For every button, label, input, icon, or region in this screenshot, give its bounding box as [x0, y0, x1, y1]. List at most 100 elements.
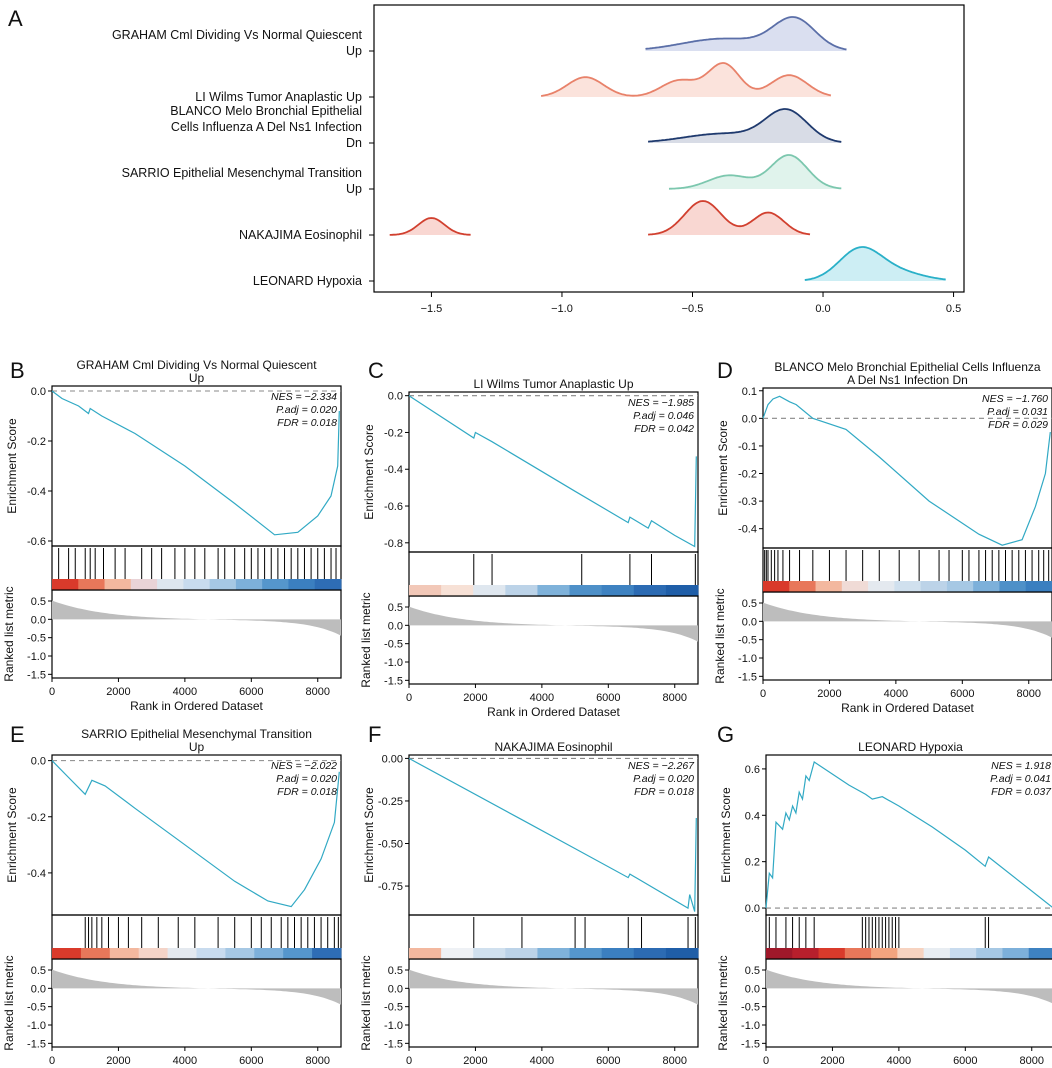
x-tick-label: 4000 [884, 688, 908, 700]
ridge-line [668, 154, 842, 190]
x-tick-label: 8000 [306, 686, 330, 698]
rank-frame [765, 958, 1052, 1048]
heat-cell [505, 585, 538, 596]
es-curve [408, 757, 697, 912]
rank-tick-label: -0.5 [27, 1002, 46, 1014]
x-axis-label: Rank in Ordered Dataset [487, 705, 620, 719]
heat-cell [409, 585, 442, 596]
stat-label: NES = −2.022 [271, 760, 337, 772]
panel-title: LEONARD Hypoxia [858, 740, 963, 754]
rank-tick-label: 0.0 [31, 614, 46, 626]
heat-cell [601, 948, 635, 959]
x-tick-label: 4000 [173, 1055, 197, 1067]
y-tick-label: 0.0 [388, 391, 403, 403]
rank-tick-label: -1.0 [384, 1020, 403, 1032]
heat-cell [235, 579, 263, 590]
stat-label: P.adj = 0.031 [987, 406, 1048, 418]
stat-label: FDR = 0.042 [634, 423, 694, 435]
heat-cell [973, 581, 1000, 592]
ridge-line [540, 62, 832, 97]
panel-letter: C [368, 358, 384, 383]
rank-axis-label: Ranked list metric [2, 955, 16, 1050]
rank-tick-label: -1.0 [738, 653, 757, 665]
ridge-line [648, 200, 811, 236]
gsea-panel-e: E SARRIO Epithelial Mesenchymal Transitio… [2, 722, 342, 1067]
ridge-area [645, 17, 847, 51]
heat-cell [894, 581, 922, 592]
es-axis-label: Enrichment Score [716, 420, 730, 516]
rank-tick-label: -1.5 [384, 1038, 403, 1050]
heat-cell [209, 579, 237, 590]
stat-label: FDR = 0.018 [634, 786, 694, 798]
rank-tick-label: 0.5 [388, 965, 403, 977]
ridge-label: Cells Influenza A Del Ns1 Infection [171, 120, 362, 134]
ridge-line [389, 217, 471, 236]
y-tick-label: -0.4 [27, 868, 46, 880]
x-tick-label: 6000 [596, 1055, 620, 1067]
ridge-label: LEONARD Hypoxia [253, 274, 362, 288]
rank-axis-label: Ranked list metric [359, 592, 373, 687]
heat-cell [946, 581, 974, 592]
heat-cell [441, 585, 474, 596]
heat-cell [109, 948, 140, 959]
panel-title: SARRIO Epithelial Mesenchymal Transition [81, 727, 312, 741]
x-tick-label: 8000 [663, 1055, 687, 1067]
es-curve [408, 395, 697, 548]
ridge-line [645, 16, 847, 51]
x-tick-label: 0 [406, 692, 412, 704]
stat-label: P.adj = 0.041 [990, 773, 1051, 785]
rank-tick-label: 0.5 [388, 602, 403, 614]
heat-cell [288, 579, 316, 590]
x-tick-label: 6000 [596, 692, 620, 704]
stat-label: NES = −2.267 [628, 760, 695, 772]
x-tick-label: 6000 [239, 686, 263, 698]
heat-cell [52, 948, 82, 959]
y-tick-label: -0.6 [384, 501, 403, 513]
stat-label: P.adj = 0.020 [276, 773, 337, 785]
panel-letter-a: A [8, 6, 23, 31]
stat-label: NES = −1.760 [982, 393, 1048, 405]
heat-cell [52, 579, 79, 590]
es-curve [51, 760, 340, 908]
x-axis-label: Rank in Ordered Dataset [841, 701, 974, 715]
y-tick-label: 0.2 [745, 857, 760, 869]
ridge-label: SARRIO Epithelial Mesenchymal Transition [122, 166, 362, 180]
rank-tick-label: -1.0 [27, 651, 46, 663]
rank-tick-label: 0.5 [31, 596, 46, 608]
heat-cell [763, 581, 790, 592]
rank-axis-label: Ranked list metric [716, 955, 730, 1050]
y-tick-label: -0.2 [738, 469, 757, 481]
heat-cell [868, 581, 895, 592]
heat-cell [473, 948, 506, 959]
x-tick-label: 8000 [663, 692, 687, 704]
x-tick-label: 8000 [1020, 1055, 1044, 1067]
ridge-1: LI Wilms Tumor Anaplastic Up [195, 62, 832, 104]
heat-cell [976, 948, 1003, 959]
stat-label: FDR = 0.029 [988, 419, 1048, 431]
ranked-metric-area [409, 606, 698, 642]
x-tick-label: 0 [49, 686, 55, 698]
heat-cell [196, 948, 226, 959]
es-curve [51, 390, 340, 536]
y-tick-label: -0.4 [27, 486, 46, 498]
heat-cell [1002, 948, 1030, 959]
y-tick-label: -0.75 [378, 881, 403, 893]
ridge-2: BLANCO Melo Bronchial Epithelial Cells In… [170, 104, 842, 150]
ridge-area [669, 155, 842, 189]
rank-tick-label: -1.0 [384, 657, 403, 669]
rank-tick-label: -1.5 [384, 675, 403, 687]
heat-cell [441, 948, 474, 959]
es-axis-label: Enrichment Score [5, 418, 19, 514]
heat-cell [920, 581, 948, 592]
ridge-line [804, 246, 946, 281]
panel-title: NAKAJIMA Eosinophil [494, 740, 612, 754]
heat-cell [537, 585, 571, 596]
ridge-0: GRAHAM Cml Dividing Vs Normal Quiescent U… [112, 16, 847, 58]
rank-axis-label: Ranked list metric [359, 955, 373, 1050]
ranked-metric-area [766, 969, 1052, 1004]
panel-letter: F [368, 722, 381, 747]
heat-cell [633, 948, 667, 959]
heat-cell [225, 948, 255, 959]
ridge-line [648, 108, 842, 143]
stat-label: FDR = 0.018 [277, 417, 337, 429]
